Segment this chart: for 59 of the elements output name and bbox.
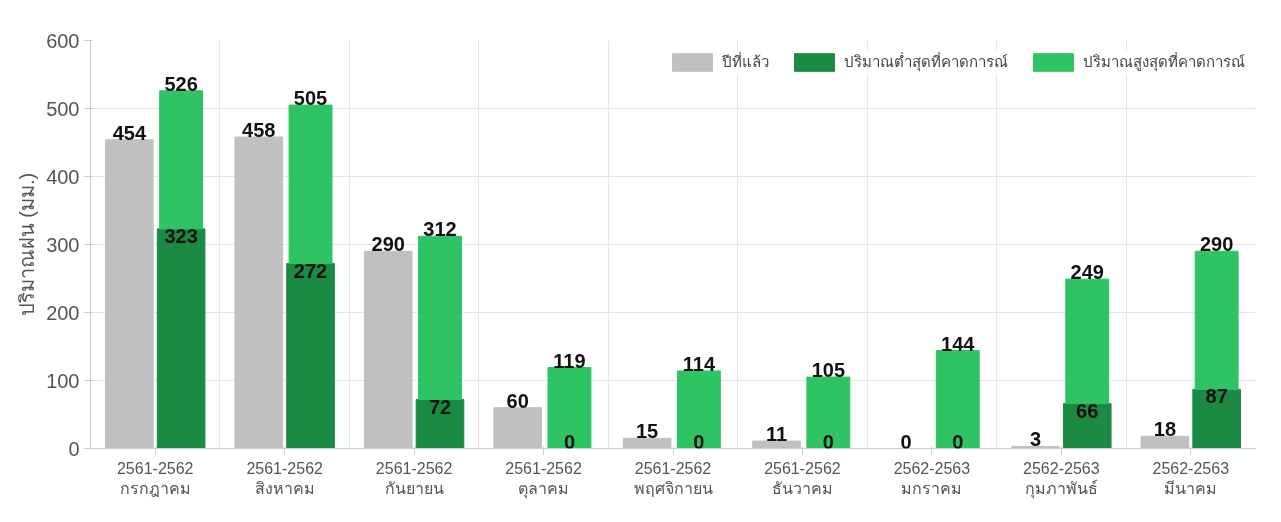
y-tick-label: 0 — [68, 437, 80, 460]
x-tick-label: 2561-2562 สิงหาคม — [246, 459, 324, 497]
y-tick-label: 300 — [46, 233, 80, 256]
bar — [418, 235, 462, 401]
data-label: 105 — [811, 359, 846, 382]
data-label: 290 — [371, 233, 405, 256]
data-label: 72 — [428, 395, 452, 418]
bar — [806, 376, 851, 449]
bar — [1194, 250, 1239, 390]
data-label: 454 — [112, 121, 147, 144]
x-tick-label: 2561-2562 กันยายน — [375, 459, 453, 497]
y-axis-title: ปริมาณฝน (มม.) — [16, 172, 39, 317]
data-label: 526 — [164, 72, 198, 95]
bar — [1192, 388, 1241, 449]
data-label: 144 — [941, 332, 976, 355]
x-tick-label: 2561-2562 พฤศจิกายน — [633, 459, 713, 497]
data-label: 11 — [765, 423, 788, 446]
bar — [156, 228, 206, 449]
x-tick-label: 2562-2563 กุมภาพันธ์ — [1023, 459, 1100, 499]
legend-label: ปริมาณสูงสุดที่คาดการณ์ — [1083, 51, 1245, 74]
data-label: 0 — [952, 430, 964, 453]
data-label: 3 — [1029, 428, 1042, 451]
data-label: 249 — [1070, 261, 1104, 284]
data-label: 272 — [293, 259, 328, 282]
data-label: 312 — [423, 218, 457, 241]
bar — [935, 350, 980, 449]
bar — [1065, 278, 1110, 405]
data-label: 505 — [293, 87, 328, 110]
legend-label: ปีที่แล้ว — [722, 51, 769, 72]
data-label: 18 — [1153, 418, 1177, 441]
y-tick-label: 500 — [46, 97, 80, 120]
data-label: 0 — [900, 430, 912, 453]
bar — [288, 104, 333, 265]
bar — [547, 367, 592, 449]
data-label: 119 — [553, 349, 586, 372]
legend-label: ปริมาณต่ำสุดที่คาดการณ์ — [844, 51, 1008, 74]
y-tick-label: 200 — [46, 301, 80, 324]
data-label: 0 — [822, 430, 834, 453]
bar — [676, 370, 721, 449]
x-tick-label: 2562-2563 มกราคม — [893, 459, 971, 497]
y-tick-label: 400 — [46, 165, 80, 188]
data-label: 15 — [635, 420, 659, 443]
data-label: 0 — [693, 430, 705, 453]
data-label: 323 — [164, 224, 198, 247]
data-label: 458 — [242, 119, 276, 142]
data-label: 66 — [1076, 399, 1099, 422]
x-tick-label: 2561-2562 กรกฎาคม — [116, 459, 194, 497]
data-label: 60 — [506, 389, 529, 412]
y-tick-label: 600 — [46, 29, 80, 52]
data-label: 87 — [1205, 385, 1228, 408]
data-label: 114 — [682, 352, 716, 375]
bar — [286, 263, 335, 449]
x-tick-label: 2562-2563 มีนาคม — [1152, 459, 1230, 497]
data-label: 0 — [563, 430, 576, 453]
x-tick-label: 2561-2562 ธันวาคม — [764, 459, 841, 497]
y-tick-label: 100 — [46, 369, 80, 392]
data-label: 290 — [1199, 233, 1234, 256]
bar — [159, 90, 204, 230]
x-tick-label: 2561-2562 ตุลาคม — [505, 459, 582, 499]
